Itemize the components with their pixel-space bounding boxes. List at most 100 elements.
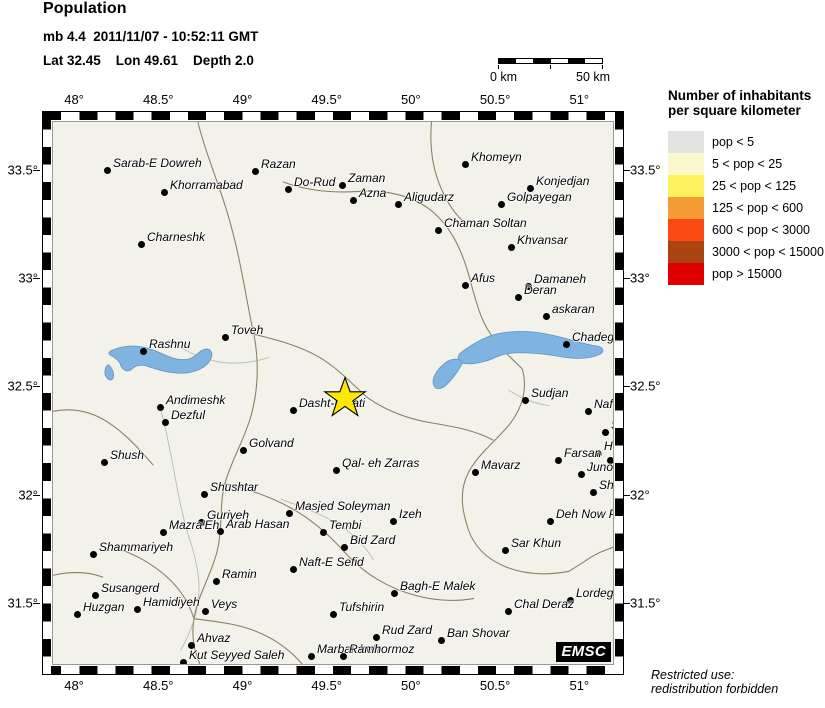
legend: Number of inhabitants per square kilomet…: [668, 88, 825, 285]
scale-bar-label-start: 0 km: [490, 70, 518, 84]
city-dot-icon: [601, 428, 609, 436]
city-name-label: Toveh: [231, 323, 264, 337]
city-name-label: Chaman Soltan: [444, 216, 527, 230]
latitude-tick-label: 33.5°: [7, 162, 38, 178]
city-name-label: Marbalcheh: [317, 642, 380, 656]
city-dot-icon: [372, 633, 380, 641]
scale-bar-segment: [550, 59, 568, 63]
city-dot-icon: [584, 407, 592, 415]
map-viewport[interactable]: Sarab-E Dowreh Khorramabad Razan Do-Rud Zama…: [52, 121, 614, 665]
scale-bar-label-end: 50 km: [576, 70, 611, 84]
city-name-label: Deran: [524, 283, 557, 297]
city-dot-icon: [200, 490, 208, 498]
city-dot-icon: [284, 185, 292, 193]
city-name-label: Masjed Soleyman: [295, 499, 391, 513]
page-title: Population: [43, 0, 127, 17]
city-name-label: Farsan: [564, 446, 602, 460]
legend-rows: pop < 5 5 < pop < 25 25 < pop < 125 125 < p…: [668, 131, 825, 285]
city-name-label: Veys: [211, 597, 238, 611]
legend-row: 125 < pop < 600: [668, 197, 825, 219]
city-dot-icon: [251, 167, 259, 175]
city-dot-icon: [589, 488, 597, 496]
city-dot-icon: [103, 166, 111, 174]
city-name-label: Arab Hasan: [226, 517, 290, 531]
longitude-tick-label: 48°: [64, 678, 84, 693]
city-name-label: Rashnu: [149, 337, 191, 351]
city-dot-icon: [434, 226, 442, 234]
city-dot-icon: [394, 200, 402, 208]
province-boundaries: [53, 122, 613, 664]
scale-bar-segment: [533, 59, 551, 63]
city-name-label: Ramin: [222, 567, 257, 581]
city-dot-icon: [471, 468, 479, 476]
city-dot-icon: [160, 188, 168, 196]
map-frame[interactable]: Sarab-E Dowreh Khorramabad Razan Do-Rud Zama…: [42, 111, 624, 675]
longitude-tick-label: 51°: [569, 92, 590, 107]
map-border-right: [615, 112, 623, 674]
epicenter-star-marker: [323, 375, 368, 419]
restricted-use-notice: Restricted use: redistribution forbidden: [651, 668, 779, 696]
longitude-tick-label: 50°: [401, 678, 421, 693]
emsc-watermark: EMSC: [556, 642, 611, 662]
city-name-label: Sarab-E Dowreh: [113, 156, 202, 170]
latitude-tick-label: 32.5°: [630, 378, 661, 394]
city-dot-icon: [89, 550, 97, 558]
scale-bar-tick: [602, 65, 603, 69]
city-name-label: Shammariyeh: [99, 540, 174, 554]
event-magnitude-time: mb 4.4 2011/11/07 - 10:52:11 GMT: [43, 29, 259, 44]
scale-bar-tick: [550, 65, 551, 69]
city-dot-icon: [606, 456, 613, 464]
city-name-label: Shalamzar: [599, 478, 614, 492]
city-name-label: Lordegan: [576, 586, 614, 600]
latitude-tick-mark: [623, 494, 630, 496]
longitude-tick-label: 49.5°: [311, 92, 342, 107]
city-dot-icon: [156, 403, 164, 411]
latitude-tick-mark: [33, 603, 40, 605]
city-name-label: Ahvaz: [197, 631, 231, 645]
city-name-label: Junoqan: [587, 460, 614, 474]
city-dot-icon: [501, 546, 509, 554]
city-name-label: Hamidiyeh: [143, 595, 200, 609]
city-name-label: Chadegan: [572, 330, 614, 344]
legend-label: pop < 5: [712, 135, 755, 149]
latitude-tick-mark: [33, 169, 40, 171]
city-dot-icon: [339, 652, 347, 660]
city-name-label: Qal- eh Zarras: [342, 456, 420, 470]
city-name-label: Shushtar: [210, 480, 259, 494]
legend-color-swatch: [668, 153, 704, 175]
city-name-label: Zaman: [348, 171, 386, 185]
city-name-label: Kut Seyyed Saleh: [189, 648, 285, 662]
city-name-label: Mazra'Eh: [169, 518, 220, 532]
city-name-label: Guriyeh: [207, 508, 250, 522]
city-name-label: Shahr Kord: [611, 419, 613, 431]
city-name-label: Rud Zard: [382, 623, 433, 637]
city-name-label: Sar Khun: [511, 536, 562, 550]
map-border-bottom: [43, 666, 623, 674]
map-border-left: [43, 112, 51, 674]
city-dot-icon: [197, 518, 205, 526]
city-dot-icon: [319, 528, 327, 536]
city-dot-icon: [329, 610, 337, 618]
city-dot-icon: [542, 312, 550, 320]
city-dot-icon: [159, 528, 167, 536]
rivers: [160, 339, 550, 651]
city-name-label: Ramhormoz: [349, 642, 415, 656]
latitude-tick-mark: [623, 278, 630, 280]
city-dot-icon: [133, 605, 141, 613]
latitude-tick-label: 32°: [630, 487, 650, 503]
city-dot-icon: [221, 333, 229, 341]
latitude-tick-label: 32.5°: [7, 378, 38, 394]
city-dot-icon: [332, 466, 340, 474]
latitude-tick-label: 32°: [18, 487, 38, 503]
city-name-label: Do-Rud: [294, 175, 336, 189]
latitude-tick-label: 31.5°: [7, 595, 38, 611]
longitude-tick-label: 51°: [569, 678, 590, 693]
city-name-label: Bagh-E Malek: [400, 579, 476, 593]
scale-bar-track: [498, 58, 603, 64]
city-dot-icon: [91, 591, 99, 599]
legend-row: 5 < pop < 25: [668, 153, 825, 175]
latitude-tick-label: 33°: [18, 270, 38, 286]
city-dot-icon: [390, 589, 398, 597]
city-name-label: Nafch: [594, 397, 613, 411]
city-dot-icon: [349, 196, 357, 204]
